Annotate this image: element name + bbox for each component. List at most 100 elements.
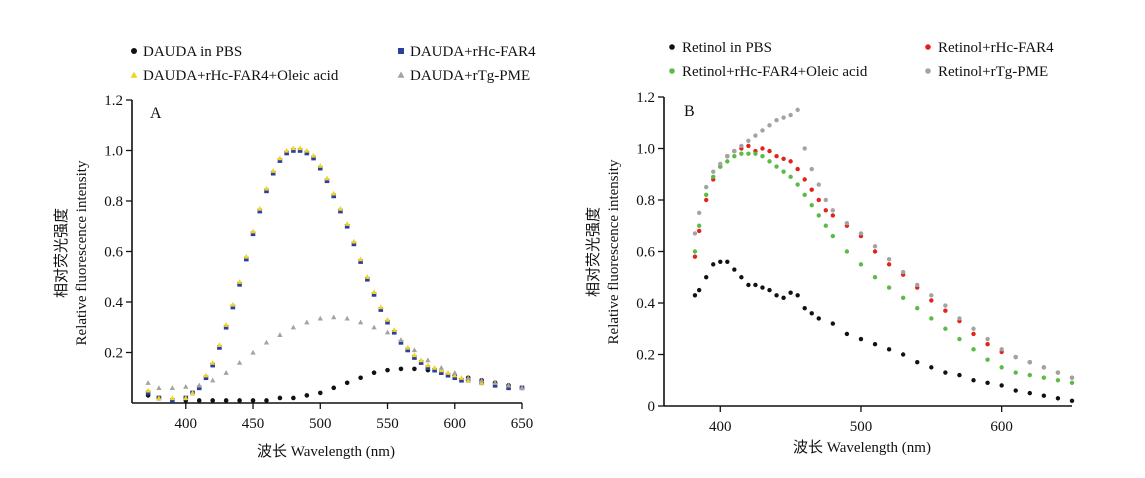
- y-tick-label: 0.6: [104, 245, 123, 261]
- data-point: [929, 293, 934, 298]
- data-point: [412, 366, 417, 372]
- data-point: [943, 303, 948, 308]
- data-point: [1069, 380, 1075, 386]
- data-point: [809, 202, 814, 208]
- data-point: [739, 275, 744, 280]
- data-point: [696, 228, 702, 234]
- data-point: [371, 370, 377, 376]
- data-point: [169, 385, 175, 390]
- data-point: [277, 158, 283, 163]
- ticks: 400 500 600 0 0.2 0.4 0.6 0.8 1.0 1.2: [636, 90, 1072, 435]
- data-point: [746, 282, 751, 288]
- data-point: [929, 316, 934, 321]
- legend-label: DAUDA+rTg-PME: [410, 68, 530, 84]
- data-point: [196, 398, 202, 403]
- data-point: [324, 175, 330, 181]
- data-point: [692, 249, 698, 254]
- y-tick-label: 1.0: [104, 144, 123, 160]
- data-point: [830, 321, 836, 326]
- x-tick-label: 450: [242, 416, 265, 432]
- panel-b: Retinol in PBS Retinol+rHc-FAR4 Retinol+…: [585, 40, 1075, 456]
- y-axis-label-cn: 相对荧光强度: [53, 208, 70, 298]
- data-point: [760, 128, 765, 133]
- data-point: [802, 305, 807, 311]
- data-point: [725, 154, 730, 159]
- data-point: [872, 275, 878, 280]
- data-point: [243, 253, 249, 259]
- data-point: [317, 390, 323, 396]
- data-point: [210, 398, 215, 403]
- data-point: [331, 190, 337, 196]
- data-point: [971, 326, 976, 331]
- y-tick-label: 0.4: [636, 296, 655, 312]
- data-point: [465, 375, 471, 380]
- data-point: [943, 326, 948, 331]
- data-point: [746, 138, 751, 143]
- data-point: [236, 279, 243, 284]
- data-point: [210, 362, 215, 368]
- data-points: [145, 145, 525, 403]
- data-point: [358, 259, 363, 264]
- data-point: [704, 184, 709, 190]
- data-point: [900, 295, 906, 301]
- data-point: [263, 185, 270, 191]
- data-point: [999, 347, 1004, 352]
- data-point: [929, 298, 934, 303]
- data-point: [809, 187, 814, 192]
- data-point: [317, 315, 323, 321]
- data-point: [425, 365, 431, 370]
- data-point: [809, 166, 814, 172]
- data-point: [1041, 365, 1047, 370]
- data-point: [431, 365, 438, 370]
- legend-label: DAUDA+rHc-FAR4+Oleic acid: [143, 68, 339, 84]
- data-point: [971, 347, 976, 352]
- legend-label: Retinol+rTg-PME: [938, 64, 1048, 80]
- data-point: [216, 342, 223, 348]
- data-point: [237, 398, 242, 403]
- legend-label: DAUDA in PBS: [143, 44, 242, 60]
- series-0: [145, 366, 525, 403]
- data-point: [217, 345, 222, 350]
- data-point: [384, 317, 391, 322]
- data-point: [692, 254, 698, 259]
- data-point: [445, 370, 451, 375]
- data-point: [774, 293, 779, 298]
- data-point: [284, 147, 290, 153]
- data-point: [999, 365, 1004, 370]
- legend-label: Retinol+rHc-FAR4+Oleic acid: [682, 64, 868, 80]
- data-point: [378, 304, 384, 310]
- data-point: [357, 256, 364, 262]
- data-point: [732, 154, 737, 159]
- data-point: [156, 395, 162, 401]
- data-point: [411, 347, 418, 353]
- data-point: [479, 380, 485, 385]
- data-point: [405, 347, 410, 353]
- legend-item: Retinol+rHc-FAR4: [925, 40, 1054, 56]
- data-point: [830, 233, 836, 239]
- data-point: [725, 259, 730, 264]
- data-point: [753, 282, 758, 288]
- data-point: [816, 182, 821, 187]
- data-point: [816, 213, 821, 218]
- data-point: [816, 316, 821, 321]
- legend: Retinol in PBS Retinol+rHc-FAR4 Retinol+…: [669, 40, 1054, 80]
- data-point: [250, 398, 256, 403]
- data-point: [145, 387, 151, 393]
- y-axis-label: Relative fluorescence intensity: [606, 159, 622, 344]
- data-point: [704, 197, 709, 203]
- data-point: [1013, 370, 1018, 375]
- data-point: [418, 357, 424, 363]
- data-point: [858, 262, 864, 267]
- data-point: [943, 370, 948, 375]
- data-point: [210, 359, 216, 365]
- data-point: [1055, 396, 1061, 401]
- data-point: [781, 156, 786, 161]
- data-point: [270, 170, 276, 176]
- y-tick-label: 1.0: [636, 142, 655, 158]
- y-tick-label: 0.8: [104, 194, 123, 210]
- data-point: [886, 257, 892, 262]
- data-point: [809, 311, 814, 316]
- data-point: [781, 169, 786, 174]
- data-point: [331, 385, 337, 391]
- panel-letter: A: [150, 105, 162, 122]
